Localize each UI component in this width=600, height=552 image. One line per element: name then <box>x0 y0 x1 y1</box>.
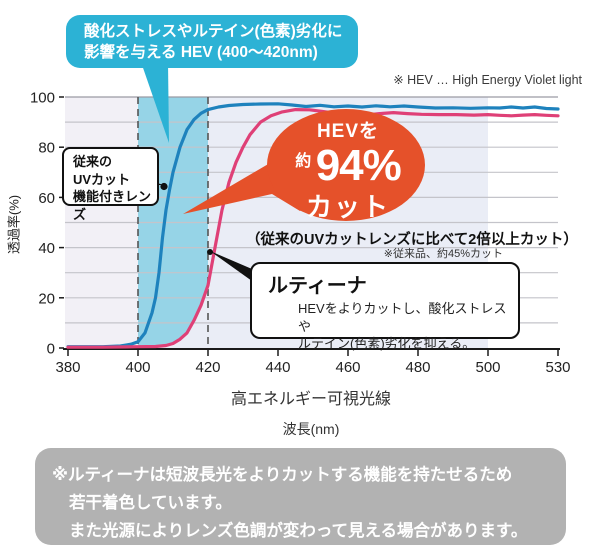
y-axis-title: 透過率(%) <box>6 194 22 255</box>
curve-conventional <box>66 102 560 349</box>
x-tick-label: 530 <box>545 359 570 376</box>
conventional-lens-callout: 従来の UVカット 機能付きレンズ <box>62 147 159 222</box>
y-tick-label: 60 <box>38 190 55 207</box>
burst-ellipse <box>267 109 425 221</box>
footnote-line2: 若干着色しています。 <box>69 494 232 512</box>
conventional-pointer-dot <box>160 182 168 191</box>
conventional-line1: 従来の <box>73 154 113 169</box>
burst-about-label: 約 <box>295 153 312 170</box>
comparison-note: （従来のUVカットレンズに比べて2倍以上カット） <box>246 232 578 248</box>
y-tick-label: 40 <box>38 240 55 257</box>
curve-lutina <box>66 108 560 349</box>
y-tick-label: 100 <box>30 90 55 107</box>
burst-top-label: HEVを <box>316 121 380 142</box>
x-tick-label: 460 <box>335 359 360 376</box>
hev-callout-line2: 影響を与える HEV (400〜420nm) <box>84 44 318 61</box>
lutina-pointer-dot <box>207 249 213 255</box>
x-tick-label: 480 <box>405 359 430 376</box>
comparison-subnote: ※従来品、約45%カット <box>383 248 503 260</box>
lutina-body-line1: HEVをよりカットし、酸化ストレスや <box>298 301 507 334</box>
x-axis-subtitle: 波長(nm) <box>282 421 340 437</box>
hev-callout-line1: 酸化ストレスやルテイン(色素)劣化に <box>84 23 343 40</box>
lutina-title: ルティーナ <box>268 275 367 297</box>
hev-legend-note: ※ HEV … High Energy Violet light <box>393 73 582 87</box>
x-tick-label: 500 <box>475 359 500 376</box>
y-tick-label: 0 <box>47 341 55 358</box>
footnote-line3: また光源によりレンズ色調が変わって見える場合があります。 <box>69 522 528 540</box>
cut-percentage-burst: HEVを 約 94% カット <box>272 116 424 224</box>
x-tick-label: 440 <box>265 359 290 376</box>
band-cutout <box>138 285 208 348</box>
lutina-body-line2: ルテイン(色素)劣化を抑える。 <box>298 336 476 351</box>
y-tick-label: 20 <box>38 290 55 307</box>
footnote-box: ※ルティーナは短波長光をよりカットする機能を持たせるため 若干着色しています。 … <box>35 448 566 545</box>
lutina-callout: ルティーナ HEVをよりカットし、酸化ストレスや ルテイン(色素)劣化を抑える。 <box>250 262 520 351</box>
burst-percent-value: 94% <box>315 141 402 190</box>
x-axis-title: 高エネルギー可視光線 <box>230 391 391 408</box>
bubble-pointer <box>141 62 169 143</box>
conventional-line2: UVカット <box>73 171 131 187</box>
conventional-line3: 機能付きレンズ <box>73 189 152 222</box>
hev-callout-bubble: 酸化ストレスやルテイン(色素)劣化に 影響を与える HEV (400〜420nm… <box>66 15 358 68</box>
burst-cut-label: カット <box>305 192 390 222</box>
footnote-line1: ※ルティーナは短波長光をよりカットする機能を持たせるため <box>52 466 513 484</box>
x-tick-label: 400 <box>125 359 150 376</box>
x-tick-label: 420 <box>195 359 220 376</box>
x-tick-label: 380 <box>55 359 80 376</box>
y-tick-label: 80 <box>38 140 55 157</box>
lutina-pointer <box>210 251 252 281</box>
